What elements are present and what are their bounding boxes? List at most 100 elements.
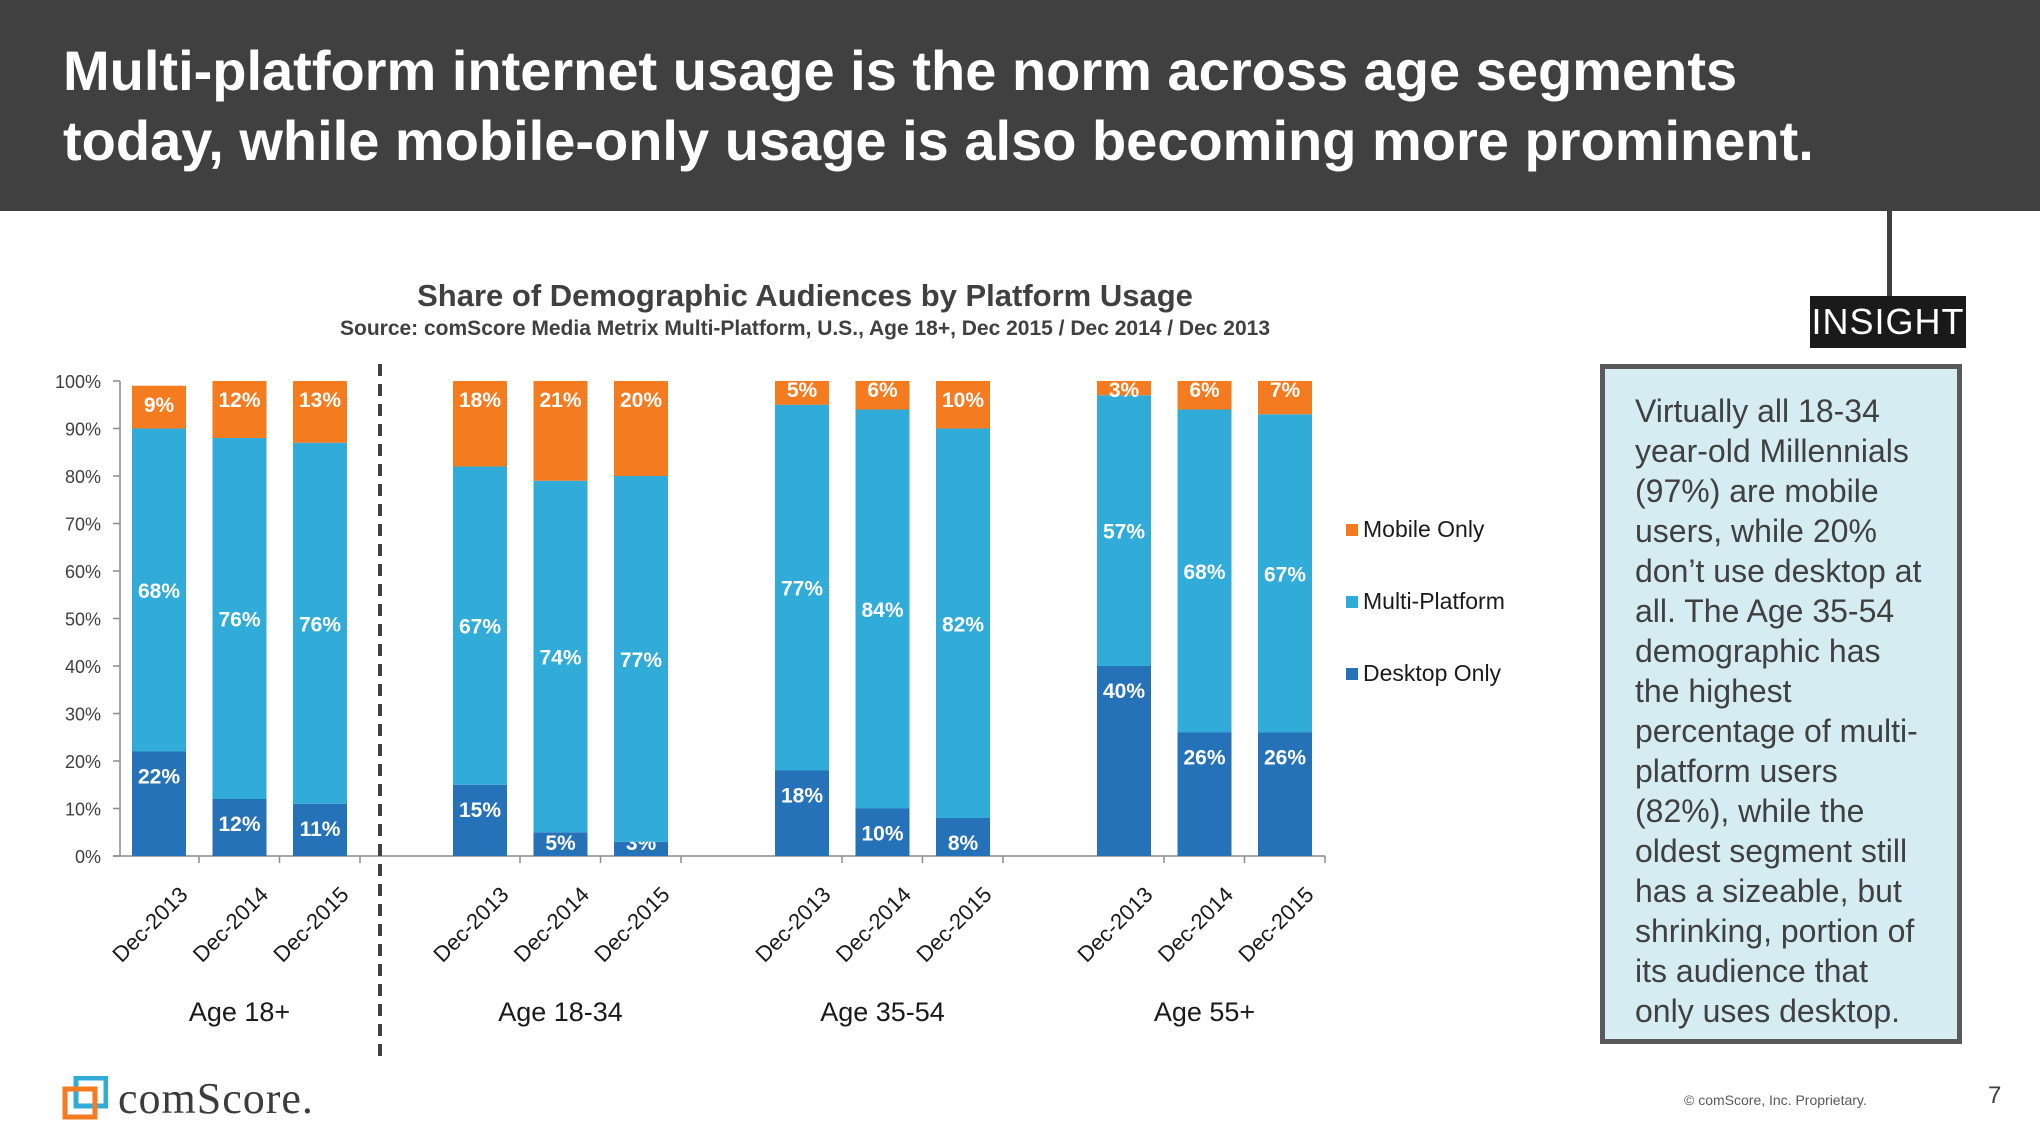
data-label: 76% [299, 613, 341, 636]
x-category-label: Dec-2015 [268, 882, 353, 967]
data-label: 82% [942, 613, 984, 636]
y-tick-label: 40% [65, 657, 101, 677]
data-label: 76% [218, 609, 260, 632]
bar-segment-multi-platform [293, 442, 347, 804]
bar-segment-desktop-only [614, 841, 668, 856]
data-label: 26% [1264, 747, 1306, 770]
legend-swatch [1346, 596, 1358, 608]
x-category-label: Dec-2014 [1153, 882, 1238, 967]
slide-title-line-1: Multi-platform internet usage is the nor… [63, 39, 1738, 102]
x-category-label: Dec-2014 [188, 882, 273, 967]
comscore-logo-icon [62, 1076, 108, 1120]
chart-subtitle: Source: comScore Media Metrix Multi-Plat… [339, 317, 1271, 340]
comscore-logo: comScore. [62, 1074, 314, 1123]
data-label: 12% [218, 389, 260, 412]
data-label: 67% [1264, 563, 1306, 586]
bar-segment-desktop-only [855, 808, 910, 856]
data-label: 3% [1109, 379, 1140, 402]
bar-segment-mobile-only [1258, 381, 1312, 415]
bar-segment-mobile-only [614, 381, 668, 476]
bar-segment-mobile-only [132, 385, 186, 429]
legend-swatch [1346, 524, 1358, 536]
insight-text: Virtually all 18-34 year-old Millennials… [1635, 393, 1922, 1029]
data-label: 8% [948, 832, 979, 855]
data-label: 5% [545, 832, 576, 855]
y-tick-label: 70% [65, 515, 101, 535]
x-category-label: Dec-2013 [107, 882, 192, 967]
group-label: Age 18+ [189, 997, 290, 1027]
bar-segment-mobile-only [533, 381, 588, 481]
data-label: 6% [867, 379, 898, 402]
insight-connector-line [1887, 211, 1892, 296]
bar-segment-mobile-only [1177, 381, 1232, 410]
data-label: 6% [1189, 379, 1220, 402]
legend-label: Mobile Only [1363, 516, 1485, 542]
bar-segment-desktop-only [212, 799, 267, 856]
data-label: 77% [781, 578, 823, 601]
bar-segment-multi-platform [132, 428, 186, 752]
data-label: 7% [1270, 379, 1301, 402]
bar-segment-multi-platform [936, 428, 990, 818]
legend-swatch [1346, 668, 1358, 680]
bar-segment-multi-platform [1258, 414, 1312, 733]
data-label: 18% [459, 389, 501, 412]
data-label: 67% [459, 616, 501, 639]
y-tick-label: 90% [65, 420, 101, 440]
data-label: 74% [539, 647, 581, 670]
group-label: Age 55+ [1154, 997, 1255, 1027]
bar-segment-multi-platform [775, 404, 829, 771]
data-label: 77% [620, 649, 662, 672]
bar-segment-mobile-only [212, 381, 267, 438]
bar-segment-desktop-only [936, 818, 990, 856]
data-label: 9% [144, 394, 175, 417]
x-category-label: Dec-2013 [750, 882, 835, 967]
y-tick-label: 50% [65, 610, 101, 630]
bar-segment-multi-platform [1177, 409, 1232, 733]
group-label: Age 35-54 [820, 997, 945, 1027]
x-category-label: Dec-2013 [1072, 882, 1157, 967]
bar-segment-mobile-only [775, 381, 829, 405]
stacked-bar-chart: 0% 10% 20% 30% 40% 50% 60% 70% 80% 90% 100% 22% 68% 9… [55, 364, 1505, 1062]
x-category-label: Dec-2014 [509, 882, 594, 967]
data-label: 57% [1103, 521, 1145, 544]
insight-box: Virtually all 18-34 year-old Millennials… [1600, 364, 1962, 1044]
bar-segment-multi-platform [453, 466, 507, 785]
bar-segment-desktop-only [775, 770, 829, 856]
bar-segment-multi-platform [1097, 395, 1151, 666]
y-tick-label: 60% [65, 562, 101, 582]
bar-segment-mobile-only [1097, 381, 1151, 396]
slide-title-line-2: today, while mobile-only usage is also b… [63, 109, 1814, 172]
data-label: 13% [299, 389, 341, 412]
bar-segment-mobile-only [936, 381, 990, 429]
chart-title: Share of Demographic Audiences by Platfo… [417, 278, 1193, 313]
slide-title: Multi-platform internet usage is the nor… [63, 36, 1963, 176]
data-label: 68% [138, 580, 180, 603]
data-label: 10% [861, 823, 903, 846]
y-tick-label: 100% [55, 372, 101, 392]
x-category-label: Dec-2015 [589, 882, 674, 967]
data-label: 18% [781, 785, 823, 808]
bar-segment-multi-platform [212, 438, 267, 799]
data-label: 22% [138, 766, 180, 789]
data-label: 84% [861, 599, 903, 622]
legend-label: Multi-Platform [1363, 588, 1505, 614]
data-label: 10% [942, 389, 984, 412]
bar-segment-multi-platform [533, 480, 588, 833]
bar-segment-multi-platform [614, 476, 668, 842]
x-category-label: Dec-2015 [911, 882, 996, 967]
bar-segment-desktop-only [1258, 732, 1312, 856]
x-category-label: Dec-2014 [831, 882, 916, 967]
bar-segment-mobile-only [453, 381, 507, 467]
data-label: 68% [1183, 561, 1225, 584]
data-label: 20% [620, 389, 662, 412]
data-label: 15% [459, 799, 501, 822]
bar-segment-desktop-only [1097, 666, 1151, 856]
bar-segment-multi-platform [855, 409, 910, 809]
y-tick-label: 10% [65, 800, 101, 820]
copyright-notice: © comScore, Inc. Proprietary. [1684, 1092, 1867, 1108]
bar-segment-mobile-only [855, 381, 910, 410]
data-label: 11% [300, 818, 341, 841]
y-tick-label: 80% [65, 467, 101, 487]
bar-segment-desktop-only [453, 784, 507, 856]
page-number: 7 [1988, 1082, 2002, 1109]
